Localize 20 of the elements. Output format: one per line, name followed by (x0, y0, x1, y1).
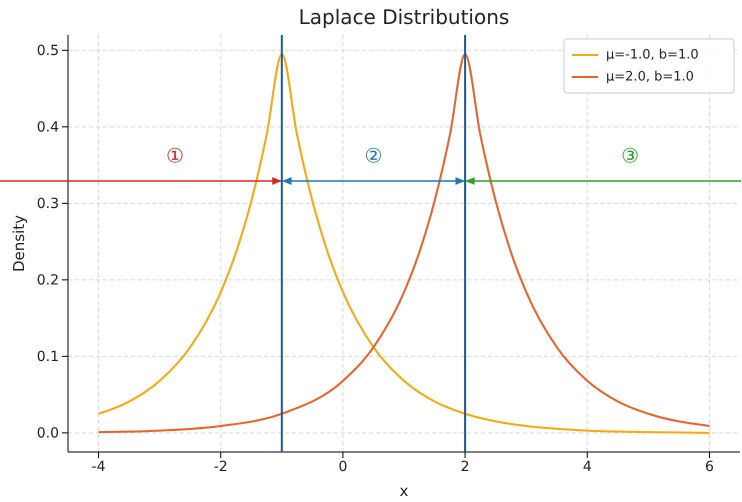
y-tick-label: 0.0 (36, 425, 59, 442)
y-tick-label: 0.5 (36, 42, 59, 59)
x-tick-label: 2 (460, 458, 470, 475)
legend-label: μ=2.0, b=1.0 (606, 70, 694, 85)
x-tick-label: 4 (582, 458, 592, 475)
y-axis-title: Density (10, 214, 28, 272)
x-tick-label: -2 (214, 458, 228, 475)
y-tick-label: 0.3 (36, 196, 59, 212)
annotation: ① (166, 143, 184, 168)
x-axis-title: x (400, 482, 409, 500)
x-tick-label: -4 (92, 458, 106, 475)
chart-title: Laplace Distributions (298, 5, 510, 29)
x-tick-label: 0 (338, 458, 348, 475)
annotation: ③ (621, 143, 640, 168)
legend-label: μ=-1.0, b=1.0 (606, 48, 699, 63)
annotation: ② (364, 143, 382, 168)
y-tick-label: 0.4 (36, 119, 60, 136)
x-tick-label: 6 (704, 458, 714, 475)
y-tick-label: 0.2 (36, 272, 59, 288)
y-tick-label: 0.1 (36, 348, 59, 365)
